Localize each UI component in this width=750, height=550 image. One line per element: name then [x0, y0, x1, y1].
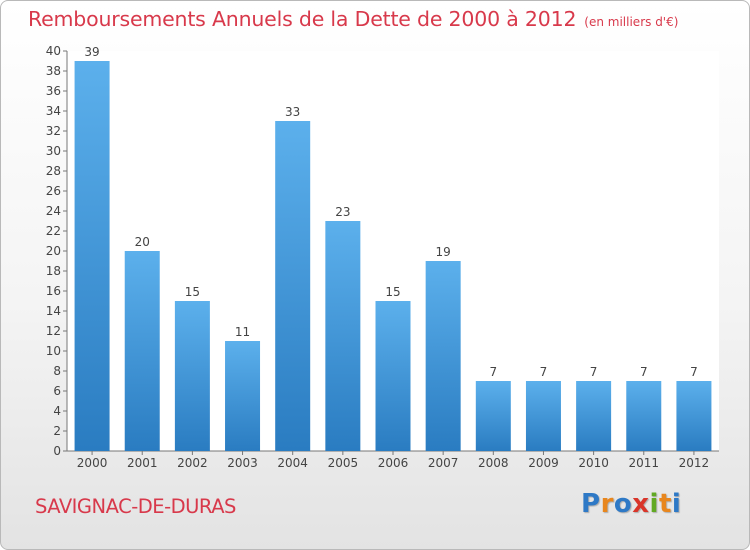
data-label: 33 [285, 105, 300, 119]
y-tick-label: 28 [46, 164, 61, 178]
bar [525, 381, 561, 451]
y-tick-label: 6 [53, 384, 61, 398]
x-tick-label: 2010 [578, 456, 609, 470]
data-label: 7 [489, 365, 497, 379]
bar [576, 381, 612, 451]
x-tick-label: 2006 [378, 456, 409, 470]
y-tick-label: 14 [46, 304, 61, 318]
logo-letter: P [581, 489, 601, 519]
data-label: 11 [235, 325, 250, 339]
y-tick-label: 16 [46, 284, 61, 298]
y-tick-label: 20 [46, 244, 61, 258]
x-tick-label: 2009 [528, 456, 559, 470]
logo-letter: x [632, 489, 650, 519]
y-tick-label: 2 [53, 424, 61, 438]
y-tick-label: 22 [46, 224, 61, 238]
y-tick-label: 32 [46, 124, 61, 138]
logo-letter: i [649, 489, 659, 519]
bar [626, 381, 662, 451]
x-tick-label: 2008 [478, 456, 509, 470]
x-tick-label: 2003 [227, 456, 258, 470]
y-tick-label: 8 [53, 364, 61, 378]
bar [676, 381, 712, 451]
x-tick-label: 2004 [277, 456, 308, 470]
logo-letter: i [671, 489, 682, 519]
x-tick-label: 2012 [679, 456, 710, 470]
data-label: 39 [84, 45, 99, 59]
logo-letter: o [613, 489, 633, 519]
logo-letter: t [658, 489, 672, 519]
data-label: 15 [385, 285, 400, 299]
y-tick-label: 38 [46, 64, 61, 78]
x-tick-label: 2000 [77, 456, 108, 470]
commune-name: SAVIGNAC-DE-DURAS [35, 495, 236, 518]
bar [174, 301, 210, 451]
y-tick-label: 0 [53, 444, 61, 458]
x-tick-label: 2007 [428, 456, 459, 470]
data-label: 15 [185, 285, 200, 299]
data-label: 7 [590, 365, 598, 379]
bar [124, 251, 160, 451]
bar [375, 301, 411, 451]
logo-letter: r [600, 489, 614, 519]
chart-subtitle: (en milliers d'€) [584, 15, 679, 29]
y-tick-label: 30 [46, 144, 61, 158]
data-label: 19 [436, 245, 451, 259]
bar [325, 221, 361, 451]
x-tick-label: 2002 [177, 456, 208, 470]
y-tick-label: 4 [53, 404, 61, 418]
bar [425, 261, 461, 451]
y-tick-label: 24 [46, 204, 61, 218]
bar [275, 121, 311, 451]
y-tick-label: 26 [46, 184, 61, 198]
y-tick-label: 12 [46, 324, 61, 338]
data-label: 23 [335, 205, 350, 219]
y-tick-label: 40 [46, 44, 61, 58]
bar [475, 381, 511, 451]
proxiti-logo: Proxiti [581, 489, 681, 519]
y-tick-label: 10 [46, 344, 61, 358]
chart-header: Remboursements Annuels de la Dette de 20… [28, 7, 678, 31]
y-tick-label: 18 [46, 264, 61, 278]
data-label: 7 [540, 365, 548, 379]
bar [225, 341, 261, 451]
chart-title: Remboursements Annuels de la Dette de 20… [28, 7, 577, 31]
x-tick-label: 2001 [127, 456, 158, 470]
data-label: 7 [690, 365, 698, 379]
y-tick-label: 36 [46, 84, 61, 98]
data-label: 20 [135, 235, 150, 249]
x-tick-label: 2005 [328, 456, 359, 470]
bar [74, 61, 110, 451]
y-tick-label: 34 [46, 104, 61, 118]
data-label: 7 [640, 365, 648, 379]
x-tick-label: 2011 [628, 456, 659, 470]
